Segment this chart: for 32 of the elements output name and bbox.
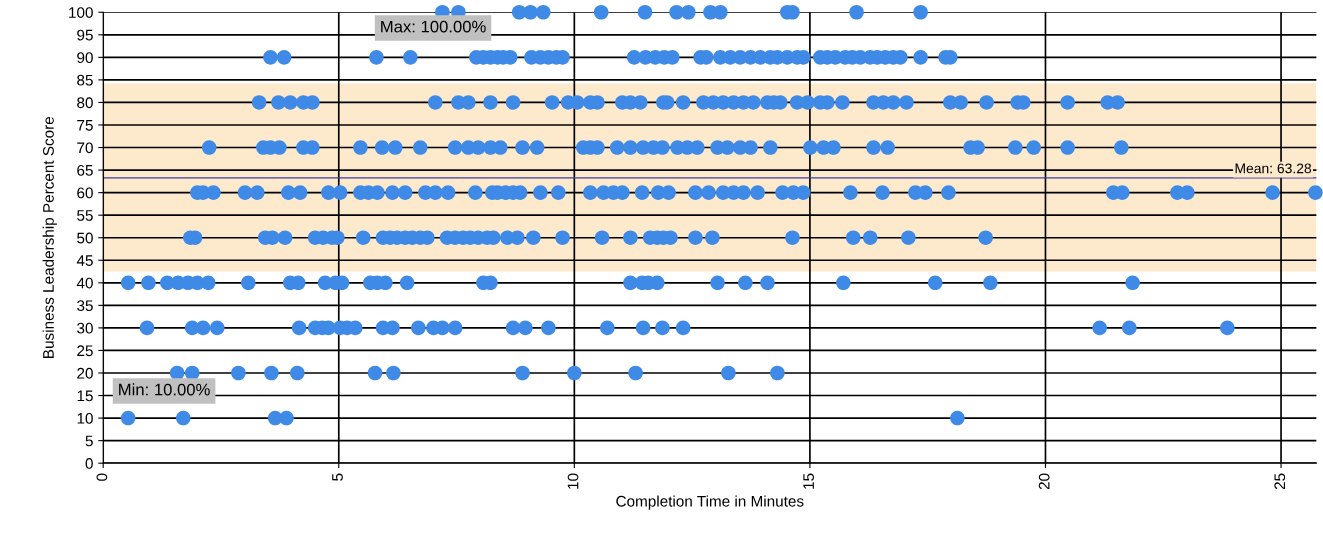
y-tick-label: 95 bbox=[77, 29, 93, 41]
ref-line-label: Mean: 63.28 bbox=[1235, 163, 1312, 174]
y-tick-label: 75 bbox=[77, 120, 93, 131]
y-tick-label: 90 bbox=[77, 52, 93, 64]
x-tick-label: 15 bbox=[803, 473, 815, 489]
y-tick-label: 35 bbox=[77, 300, 93, 312]
annotation: Min: 10.00% bbox=[119, 383, 210, 396]
y-tick-label: 40 bbox=[76, 277, 93, 289]
y-tick-label: 30 bbox=[77, 322, 93, 334]
y-axis-title: Business Leadership Percent Score bbox=[42, 116, 57, 358]
y-tick-label: 20 bbox=[77, 367, 93, 379]
y-tick-label: 5 bbox=[85, 435, 93, 447]
y-tick-label: 55 bbox=[77, 210, 93, 221]
y-tick-label: 60 bbox=[77, 187, 93, 199]
y-tick-label: 25 bbox=[77, 345, 93, 357]
x-tick-label: 0 bbox=[96, 473, 108, 481]
y-tick-label: 45 bbox=[76, 255, 93, 266]
y-tick-label: 50 bbox=[77, 232, 93, 244]
x-tick-label: 20 bbox=[1038, 473, 1050, 490]
y-tick-label: 70 bbox=[77, 142, 93, 154]
y-tick-label: 65 bbox=[77, 164, 93, 176]
x-tick-label: 25 bbox=[1274, 473, 1286, 490]
x-tick-label: 5 bbox=[332, 473, 343, 481]
y-tick-label: 80 bbox=[77, 97, 93, 109]
y-tick-label: 10 bbox=[77, 412, 93, 424]
y-tick-label: 85 bbox=[77, 74, 93, 86]
y-tick-label: 0 bbox=[85, 458, 93, 469]
y-tick-label: 100 bbox=[69, 7, 93, 18]
y-tick-label: 15 bbox=[77, 390, 93, 402]
x-tick-label: 10 bbox=[567, 473, 579, 489]
x-axis-title: Completion Time in Minutes bbox=[616, 495, 804, 510]
annotation: Max: 100.00% bbox=[381, 20, 486, 33]
